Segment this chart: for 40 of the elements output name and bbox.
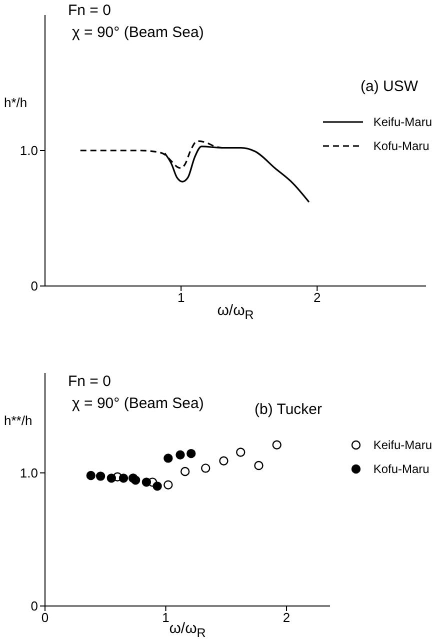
annotation: Fn = 0 bbox=[68, 1, 112, 21]
y-axis-title: h**/h bbox=[4, 413, 32, 428]
point bbox=[236, 448, 246, 457]
y-tick-label: 1.0 bbox=[20, 465, 38, 480]
annotation: Fn = 0 bbox=[68, 372, 112, 392]
point bbox=[86, 470, 96, 480]
x-axis-title: ω/ω$_{R}$ bbox=[217, 302, 254, 322]
legend-label: Kofu-Maru bbox=[373, 139, 430, 153]
point bbox=[186, 448, 196, 458]
point bbox=[164, 480, 173, 490]
x-tick-label: 1 bbox=[177, 290, 185, 306]
point bbox=[201, 464, 210, 473]
x-tick-label: 2 bbox=[282, 610, 290, 626]
y-axis-title: h*/h bbox=[4, 95, 28, 110]
y-tick-label: 0 bbox=[30, 598, 38, 614]
point bbox=[176, 450, 185, 460]
point bbox=[130, 476, 140, 485]
annotation: χ = 90° (Beam Sea) bbox=[71, 394, 204, 414]
legend-label: Kofu-Maru bbox=[373, 462, 430, 476]
point bbox=[254, 460, 264, 470]
x-tick-label: 2 bbox=[314, 290, 321, 306]
x-axis-title: ω/ω$_{R}$ bbox=[169, 620, 206, 639]
point bbox=[180, 466, 190, 476]
text: (b) Tucker bbox=[254, 401, 322, 418]
text: (a) USW bbox=[360, 78, 418, 95]
point bbox=[118, 474, 128, 483]
x-tick-label: 0 bbox=[41, 610, 49, 626]
x-tick-label: 1 bbox=[162, 610, 170, 626]
legend-label: Keifu-Maru bbox=[373, 438, 432, 452]
point bbox=[152, 482, 162, 491]
annotation: χ = 90° (Beam Sea) bbox=[71, 23, 204, 43]
point bbox=[272, 440, 282, 450]
y-tick-label: 0 bbox=[30, 278, 38, 294]
point bbox=[164, 454, 173, 463]
point bbox=[96, 472, 106, 481]
legend-label: Keifu-Maru bbox=[373, 115, 432, 129]
point bbox=[219, 456, 228, 466]
point bbox=[106, 474, 116, 483]
point bbox=[142, 478, 152, 487]
y-tick-label: 1.0 bbox=[20, 143, 38, 158]
